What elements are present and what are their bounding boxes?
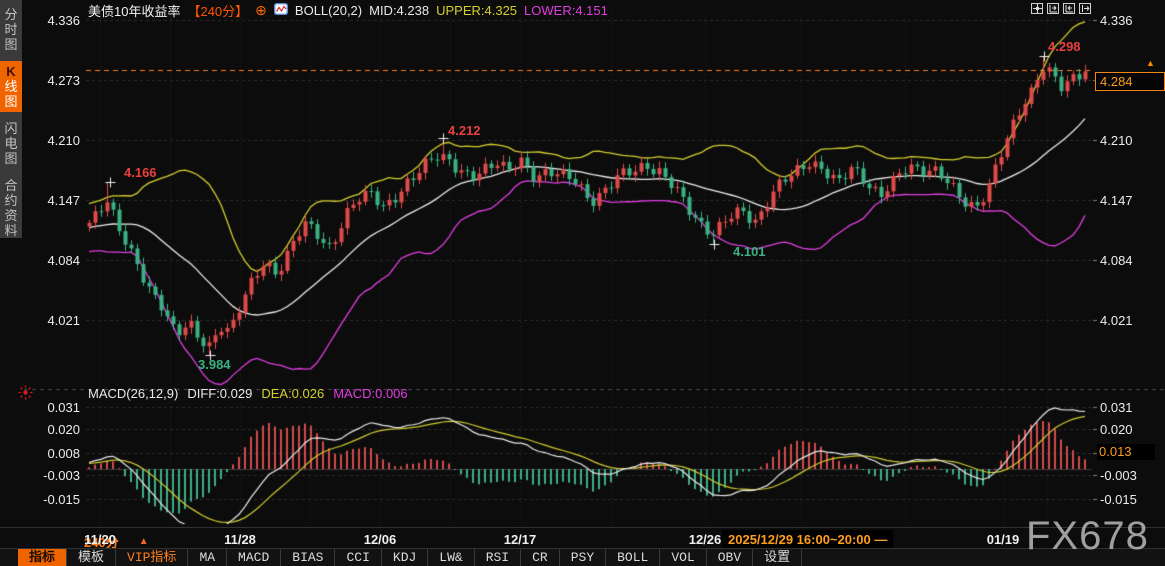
axis-label: 0.008 bbox=[47, 446, 80, 461]
interval-up-triangle-icon[interactable]: ▲ bbox=[138, 536, 149, 547]
axis-label: 0.020 bbox=[1100, 422, 1133, 437]
x-tick-label: 12/17 bbox=[503, 532, 537, 547]
tab-设置[interactable]: 设置 bbox=[753, 549, 803, 566]
sidebar-item-label: 时 bbox=[4, 22, 18, 37]
interval-selector[interactable]: 240分 ▲ bbox=[84, 532, 149, 551]
shift-right-icon[interactable] bbox=[1079, 3, 1091, 14]
price-annotation: 4.101 bbox=[733, 244, 766, 259]
tab-KDJ[interactable]: KDJ bbox=[382, 549, 429, 566]
price-annotation: 3.984 bbox=[198, 357, 231, 372]
sidebar-item-label: 线 bbox=[4, 79, 18, 94]
price-marker-icon: ▲ bbox=[1146, 57, 1155, 68]
sidebar-item-label: 料 bbox=[4, 223, 18, 238]
axis-label: 4.084 bbox=[47, 252, 80, 268]
tab-MA[interactable]: MA bbox=[188, 549, 228, 566]
tab-模板[interactable]: 模板 bbox=[67, 549, 117, 566]
sidebar-item-label: 合 bbox=[4, 178, 18, 193]
boll-lower-value: LOWER:4.151 bbox=[524, 2, 608, 18]
last-price-box: 4.284 bbox=[1095, 71, 1165, 91]
axis-label: -0.015 bbox=[43, 492, 80, 507]
interval-badge: 【240分】 bbox=[187, 3, 249, 19]
interval-text[interactable]: 240分 bbox=[84, 535, 119, 550]
price-annotation: 4.166 bbox=[124, 165, 157, 180]
macd-diff-value: DIFF:0.029 bbox=[187, 386, 253, 401]
x-tick-label: 12/26 bbox=[688, 532, 722, 547]
axis-label: 4.084 bbox=[1100, 252, 1133, 268]
sidebar-item-label: 电 bbox=[4, 136, 18, 151]
axis-label: 0.020 bbox=[47, 422, 80, 437]
add-indicator-icon[interactable]: ⊕ bbox=[255, 2, 267, 18]
tab-OBV[interactable]: OBV bbox=[707, 549, 754, 566]
alert-icon[interactable] bbox=[18, 385, 33, 405]
axis-label: -0.003 bbox=[1100, 468, 1137, 483]
axis-label: 4.273 bbox=[47, 72, 80, 88]
tab-RSI[interactable]: RSI bbox=[475, 549, 522, 566]
axis-label: -0.015 bbox=[1100, 492, 1137, 507]
macd-dea-value: DEA:0.026 bbox=[261, 386, 325, 401]
session-readout: 2025/12/29 16:00~20:00 — bbox=[722, 530, 894, 549]
x-tick-label: 01/19 bbox=[986, 532, 1020, 547]
sidebar-item-label: 分 bbox=[4, 7, 18, 22]
zoom-y-icon[interactable] bbox=[1063, 3, 1075, 14]
sidebar-item-label: 图 bbox=[4, 94, 18, 109]
price-annotation: 4.212 bbox=[448, 123, 481, 138]
x-tick-label: 11/20 bbox=[84, 532, 116, 547]
sidebar-item-label: 闪 bbox=[4, 121, 18, 136]
sidebar-item-timeline[interactable]: 分时图 bbox=[0, 4, 22, 55]
last-macd-value-box: 0.013 bbox=[1097, 444, 1155, 460]
axis-label: 0.031 bbox=[47, 400, 80, 415]
tab-BIAS[interactable]: BIAS bbox=[281, 549, 336, 566]
tab-PSY[interactable]: PSY bbox=[560, 549, 607, 566]
zoom-x-icon[interactable] bbox=[1047, 3, 1059, 14]
tab-LW&[interactable]: LW& bbox=[428, 549, 475, 566]
tab-MACD[interactable]: MACD bbox=[227, 549, 282, 566]
boll-label[interactable]: BOLL(20,2) bbox=[294, 2, 363, 18]
sidebar-item-label: 约 bbox=[4, 193, 18, 208]
chart-header: 美债10年收益率 【240分】 ⊕ BOLL(20,2) MID:4.238 U… bbox=[88, 2, 608, 19]
boll-upper-value: UPPER:4.325 bbox=[436, 2, 518, 18]
indicator-tab-bar: 指标 模板 VIP指标 MA MACD BIAS CCI KDJ LW& RSI CR PSY BOLL… bbox=[0, 548, 1165, 566]
sidebar-item-label: 图 bbox=[4, 151, 18, 166]
watermark: FX678 bbox=[1026, 514, 1149, 558]
axis-label: 4.210 bbox=[1100, 132, 1133, 148]
mini-chart-icon[interactable] bbox=[273, 2, 288, 18]
axis-label: 4.336 bbox=[47, 13, 80, 28]
axis-label: 4.021 bbox=[47, 312, 80, 328]
sidebar-item-label: 图 bbox=[4, 37, 18, 52]
time-axis-row: 240分 ▲ 11/20 11/28 12/06 12/17 12/26 01/19 20… bbox=[0, 527, 1165, 551]
x-tick-label: 12/06 bbox=[363, 532, 397, 547]
tab-指标[interactable]: 指标 bbox=[18, 549, 68, 566]
tab-VOL[interactable]: VOL bbox=[660, 549, 707, 566]
chart-toolbar bbox=[1031, 3, 1091, 14]
pan-icon[interactable] bbox=[1031, 3, 1043, 14]
axis-label: 4.210 bbox=[47, 132, 80, 148]
axis-label: 4.021 bbox=[1100, 312, 1133, 328]
sidebar-item-label: K bbox=[6, 64, 16, 79]
tab-BOLL[interactable]: BOLL bbox=[606, 549, 661, 566]
sidebar-item-label: 资 bbox=[4, 208, 18, 223]
x-tick-label: 11/28 bbox=[224, 532, 256, 547]
axis-label: 4.336 bbox=[1100, 13, 1133, 28]
axis-label: 4.147 bbox=[47, 192, 80, 208]
macd-params-label[interactable]: MACD(26,12,9) bbox=[88, 386, 179, 401]
tab-CR[interactable]: CR bbox=[521, 549, 560, 566]
axis-label: 4.147 bbox=[1100, 192, 1133, 208]
price-annotation: 4.298 bbox=[1048, 39, 1081, 54]
tab-VIP指标[interactable]: VIP指标 bbox=[116, 549, 189, 566]
instrument-title: 美债10年收益率 bbox=[88, 3, 181, 19]
macd-header: MACD(26,12,9) DIFF:0.029 DEA:0.026 MACD:… bbox=[88, 386, 408, 401]
boll-mid-value: MID:4.238 bbox=[369, 2, 430, 18]
macd-hist-value: MACD:0.006 bbox=[333, 386, 408, 401]
sidebar-item-flash[interactable]: 闪电图 bbox=[0, 118, 22, 169]
axis-label: 0.031 bbox=[1100, 400, 1133, 415]
axis-label: -0.003 bbox=[43, 468, 80, 483]
tab-CCI[interactable]: CCI bbox=[335, 549, 382, 566]
sidebar-item-contract-info[interactable]: 合约资料 bbox=[0, 175, 22, 241]
